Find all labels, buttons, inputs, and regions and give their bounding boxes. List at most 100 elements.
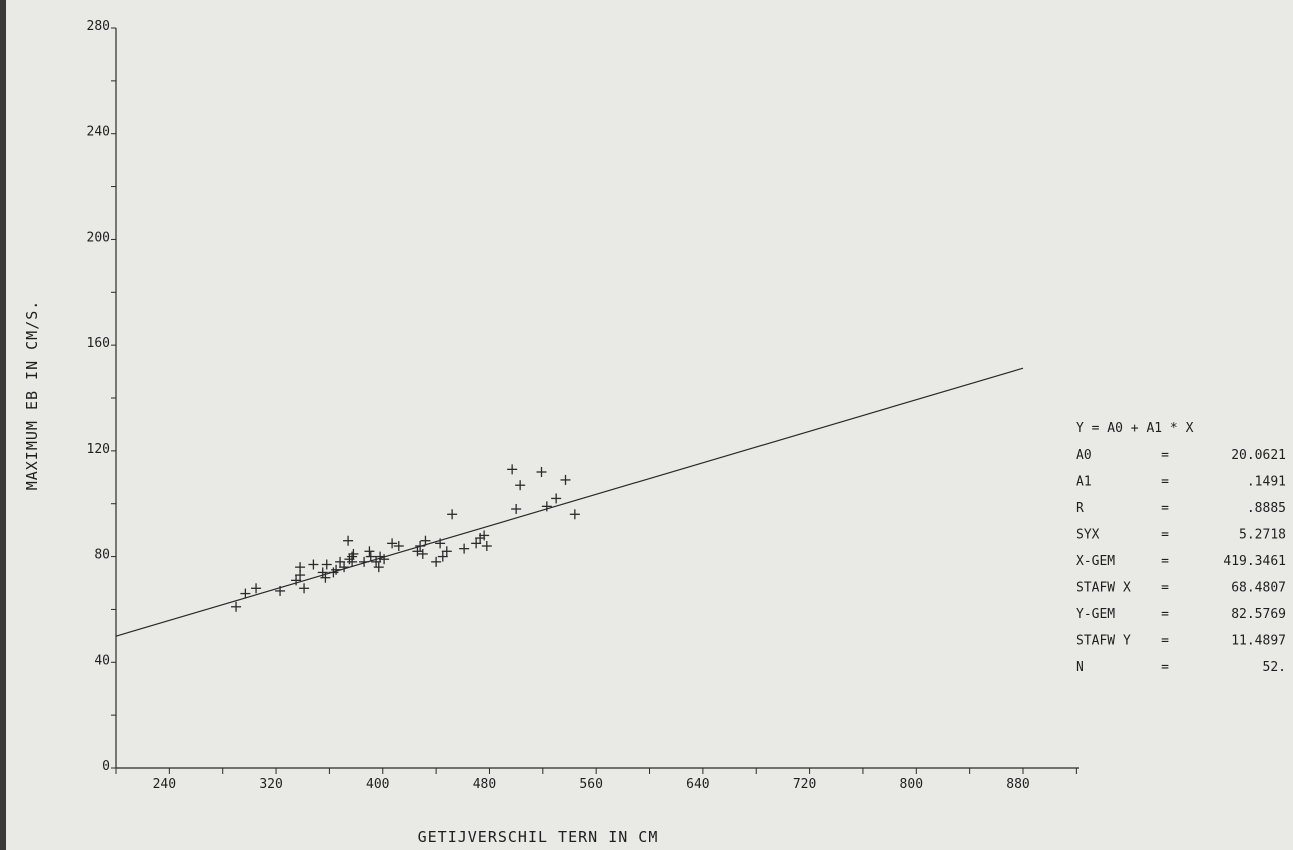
data-point (481, 541, 492, 551)
scan-edge (0, 0, 6, 850)
stats-label: X-GEM (1076, 554, 1115, 569)
stats-label: A1 (1076, 475, 1092, 490)
data-point (320, 572, 331, 583)
regression-line (115, 367, 1024, 637)
stats-label: Y-GEM (1076, 607, 1115, 622)
y-axis-title: MAXIMUM EB IN CM/S. (23, 300, 41, 491)
x-axis-title: GETIJVERSCHIL TERN IN CM (418, 828, 659, 846)
stats-equals: = (1161, 448, 1169, 463)
data-point (435, 538, 446, 549)
data-point (560, 474, 571, 485)
data-point (373, 562, 384, 573)
stats-equals: = (1161, 660, 1169, 675)
data-point (344, 554, 355, 565)
stats-equation: Y = A0 + A1 * X (1076, 421, 1194, 436)
data-point (365, 551, 376, 562)
x-tick-label: 480 (473, 777, 496, 792)
data-point (393, 541, 404, 551)
stats-value: 5.2718 (1239, 528, 1286, 543)
data-point (331, 564, 342, 575)
x-tick-label: 320 (259, 777, 282, 792)
data-point (387, 538, 398, 549)
axes: 240 320 400 480 560 640 720 800 880 0 40 80 120 160 20… (87, 19, 1079, 792)
data-point (240, 588, 251, 599)
data-point (420, 535, 431, 546)
stats-equals: = (1161, 554, 1169, 569)
stats-value: 20.0621 (1231, 448, 1286, 463)
data-point (335, 556, 346, 567)
stats-value: 68.4807 (1231, 581, 1286, 596)
y-tick-label: 160 (87, 336, 110, 351)
data-point (295, 562, 306, 573)
data-point (437, 551, 448, 562)
data-point (371, 556, 382, 567)
stats-equals: = (1161, 581, 1169, 596)
data-point (479, 530, 490, 541)
x-tick-label: 720 (793, 777, 816, 792)
data-points (231, 464, 580, 612)
data-point (317, 567, 328, 578)
stats-value: 52. (1263, 660, 1286, 675)
data-point (447, 509, 458, 520)
y-tick-label: 240 (87, 125, 110, 140)
stats-equals: = (1161, 634, 1169, 649)
y-tick-label: 80 (94, 548, 110, 563)
stats-equals: = (1161, 475, 1169, 490)
data-point (359, 556, 370, 567)
stats-value: .1491 (1247, 475, 1286, 490)
data-point (536, 467, 547, 477)
data-point (299, 583, 310, 594)
stats-rows: A0 = 20.0621 A1 = .1491 R = .8885 SYX = 5.2718 X-GEM… (1076, 448, 1286, 675)
data-point (511, 504, 522, 514)
data-point (308, 559, 319, 570)
stats-label: SYX (1076, 528, 1100, 543)
data-point (231, 601, 242, 612)
x-tick-label: 560 (579, 777, 602, 792)
x-tick-label: 880 (1006, 777, 1029, 792)
stats-label: A0 (1076, 448, 1092, 463)
regression-stats: Y = A0 + A1 * X A0 = 20.0621 A1 = .1491 R = .888… (1076, 421, 1286, 675)
data-point (328, 567, 339, 578)
x-tick-label: 800 (900, 777, 923, 792)
stats-label: R (1076, 501, 1084, 516)
data-point (417, 548, 428, 559)
y-tick-label: 200 (87, 230, 110, 245)
x-tick-label: 640 (686, 777, 709, 792)
data-point (291, 575, 302, 586)
data-point (515, 480, 526, 491)
data-point (275, 585, 286, 596)
data-point (348, 548, 359, 559)
data-point (364, 546, 375, 557)
data-point (251, 583, 262, 594)
stats-label: STAFW Y (1076, 634, 1131, 649)
data-point (507, 464, 518, 475)
y-tick-label: 120 (87, 442, 110, 457)
stats-equals: = (1161, 528, 1169, 543)
data-point (569, 509, 580, 520)
data-point (471, 538, 482, 549)
stats-value: 82.5769 (1231, 607, 1286, 622)
stats-label: N (1076, 660, 1084, 675)
data-point (475, 533, 486, 544)
stats-value: 11.4897 (1231, 634, 1286, 649)
stats-equals: = (1161, 501, 1169, 516)
x-tick-label: 400 (366, 777, 389, 792)
data-point (412, 546, 423, 557)
data-point (375, 551, 386, 562)
data-point (347, 556, 358, 567)
regression-line-group (115, 367, 1024, 637)
data-point (339, 562, 350, 573)
data-point (321, 559, 332, 570)
data-point (551, 493, 562, 504)
stats-value: 419.3461 (1223, 554, 1286, 569)
x-tick-label: 240 (153, 777, 176, 792)
data-point (441, 546, 452, 557)
data-point (541, 501, 552, 512)
data-point (431, 556, 442, 567)
stats-value: .8885 (1247, 501, 1286, 516)
y-tick-label: 40 (94, 653, 110, 668)
y-tick-label: 0 (102, 759, 110, 774)
data-point (459, 543, 470, 554)
